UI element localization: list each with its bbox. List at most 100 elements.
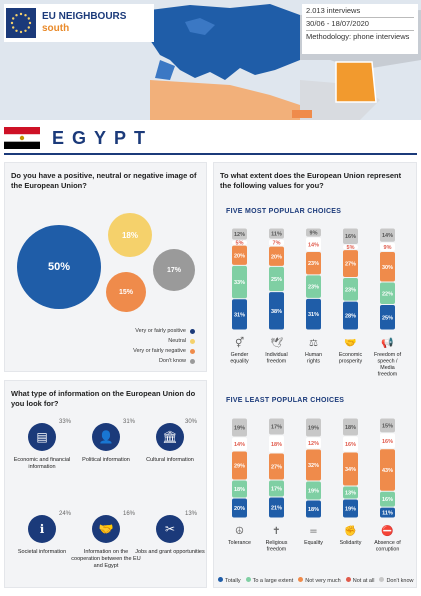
category-label: Individual xyxy=(265,352,287,358)
info-question-title: What type of information on the European… xyxy=(11,389,196,408)
bar-value-label: 30% xyxy=(382,265,393,271)
least-popular-title: FIVE LEAST POPULAR CHOICES xyxy=(226,397,345,404)
category-label: freedom xyxy=(267,359,287,365)
bar-value-label: 17% xyxy=(271,487,282,493)
legend-totally: Totally xyxy=(218,576,241,584)
bar-value-label: 31% xyxy=(308,312,319,318)
bar-value-label: 19% xyxy=(234,426,245,432)
bar-segment-to-a-large-extent xyxy=(380,491,395,507)
bar-segment-not-very-much xyxy=(269,246,284,266)
bar-value-label: 28% xyxy=(345,314,356,320)
bar-value-label: 11% xyxy=(382,511,393,517)
bar-value-label: 12% xyxy=(308,441,319,447)
category-label: Absence of xyxy=(374,540,401,546)
dove-icon: 🕊 xyxy=(270,337,283,349)
bar-segment-to-a-large-extent xyxy=(232,265,247,299)
bar-value-label: 38% xyxy=(271,309,282,315)
bar-value-label: 17% xyxy=(271,425,282,431)
category-label: Human xyxy=(305,352,322,358)
category-label: Freedom of xyxy=(374,352,402,358)
info-pct: 31% xyxy=(123,419,136,425)
category-label: Equality xyxy=(304,540,323,546)
bar-value-label: 27% xyxy=(345,262,356,268)
megaphone-icon: 📢 xyxy=(381,336,393,349)
category-label: freedom xyxy=(378,372,398,378)
info-pct: 24% xyxy=(59,511,72,517)
bar-value-label: 14% xyxy=(382,233,393,239)
bar-segment-not-very-much xyxy=(343,452,358,486)
bar-segment-don-t-know xyxy=(380,228,395,242)
bar-value-label: 43% xyxy=(382,468,393,474)
bar-value-label: 18% xyxy=(345,425,356,431)
bar-value-label: 16% xyxy=(345,442,356,448)
bar-segment-totally xyxy=(232,299,247,330)
info-item-societal: ℹ Societal information xyxy=(7,515,77,556)
bar-segment-not-very-much xyxy=(232,451,247,480)
bar-segment-totally xyxy=(269,292,284,330)
bar-value-label: 23% xyxy=(345,287,356,293)
bar-segment-not-at-all xyxy=(306,437,321,449)
category-label: corruption xyxy=(376,547,400,553)
legend-large-extent: To a large extent xyxy=(245,576,293,584)
bar-value-label: 14% xyxy=(234,442,245,448)
bar-segment-to-a-large-extent xyxy=(306,275,321,298)
handshake-icon: 🤝 xyxy=(344,338,356,349)
bar-segment-to-a-large-extent xyxy=(343,277,358,301)
bar-value-label: 16% xyxy=(382,497,393,503)
bar-value-label: 18% xyxy=(271,442,282,448)
legend-negative: Very or fairly negative xyxy=(75,348,195,354)
tolerance-icon: ☮ xyxy=(235,526,244,537)
bar-value-label: 32% xyxy=(308,463,319,469)
brand-box: EU NEIGHBOURS south xyxy=(4,4,154,42)
bar-segment-don-t-know xyxy=(269,418,284,435)
museum-icon: 🏛 xyxy=(156,423,184,451)
bar-value-label: 21% xyxy=(271,506,282,512)
brand-title: EU NEIGHBOURS xyxy=(42,11,127,22)
category-label: Tolerance xyxy=(228,540,251,546)
bar-segment-not-at-all xyxy=(380,242,395,251)
bar-value-label: 29% xyxy=(234,464,245,470)
bar-segment-not-at-all xyxy=(269,435,284,453)
values-question-title: To what extent does the European Union r… xyxy=(220,171,402,190)
category-label: Economic xyxy=(339,352,363,358)
category-label: Solidarity xyxy=(340,540,362,546)
bar-segment-totally xyxy=(232,498,247,518)
legend-dont-know: Don't know xyxy=(379,576,414,584)
info-item-jobs: ✂ Jobs and grant opportunities xyxy=(135,515,205,556)
category-label: Media xyxy=(380,365,394,371)
country-bar xyxy=(0,123,421,153)
legend-dont-know: Don't know xyxy=(75,358,195,364)
bar-value-label: 20% xyxy=(271,254,282,260)
image-panel: Do you have a positive, neutral or negat… xyxy=(4,162,207,372)
bar-segment-not-very-much xyxy=(343,250,358,277)
equality-icon: = xyxy=(309,526,317,537)
bar-value-label: 19% xyxy=(345,507,356,513)
bar-segment-totally xyxy=(343,301,358,330)
legend-neutral: Neutral xyxy=(75,338,195,344)
info-pct: 33% xyxy=(59,419,72,425)
bar-value-label: 23% xyxy=(308,261,319,267)
info-item-economic: ▤ Economic and financial information xyxy=(7,423,77,471)
bar-value-label: 22% xyxy=(382,291,393,297)
category-label: freedom xyxy=(267,547,287,553)
bar-segment-don-t-know xyxy=(232,418,247,437)
bar-value-label: 12% xyxy=(234,232,245,238)
bar-segment-not-very-much xyxy=(269,453,284,480)
bar-segment-not-at-all xyxy=(269,239,284,246)
bar-value-label: 31% xyxy=(234,312,245,318)
bar-segment-not-very-much xyxy=(232,245,247,265)
bar-segment-to-a-large-extent xyxy=(232,480,247,498)
category-label: rights xyxy=(307,359,320,365)
category-label: speech / xyxy=(377,359,398,365)
bar-segment-don-t-know xyxy=(269,228,284,239)
bar-value-label: 16% xyxy=(382,439,393,445)
bar-value-label: 18% xyxy=(308,507,319,513)
bar-segment-to-a-large-extent xyxy=(269,266,284,292)
bar-segment-to-a-large-extent xyxy=(269,480,284,497)
bar-segment-don-t-know xyxy=(232,228,247,240)
bar-segment-not-very-much xyxy=(306,251,321,275)
info-item-cooperation: 🤝 Information on the cooperation between… xyxy=(71,515,141,570)
bar-value-label: 19% xyxy=(308,489,319,495)
category-label: equality xyxy=(230,359,249,365)
meta-dates: 30/06 - 18/07/2020 xyxy=(306,19,414,31)
